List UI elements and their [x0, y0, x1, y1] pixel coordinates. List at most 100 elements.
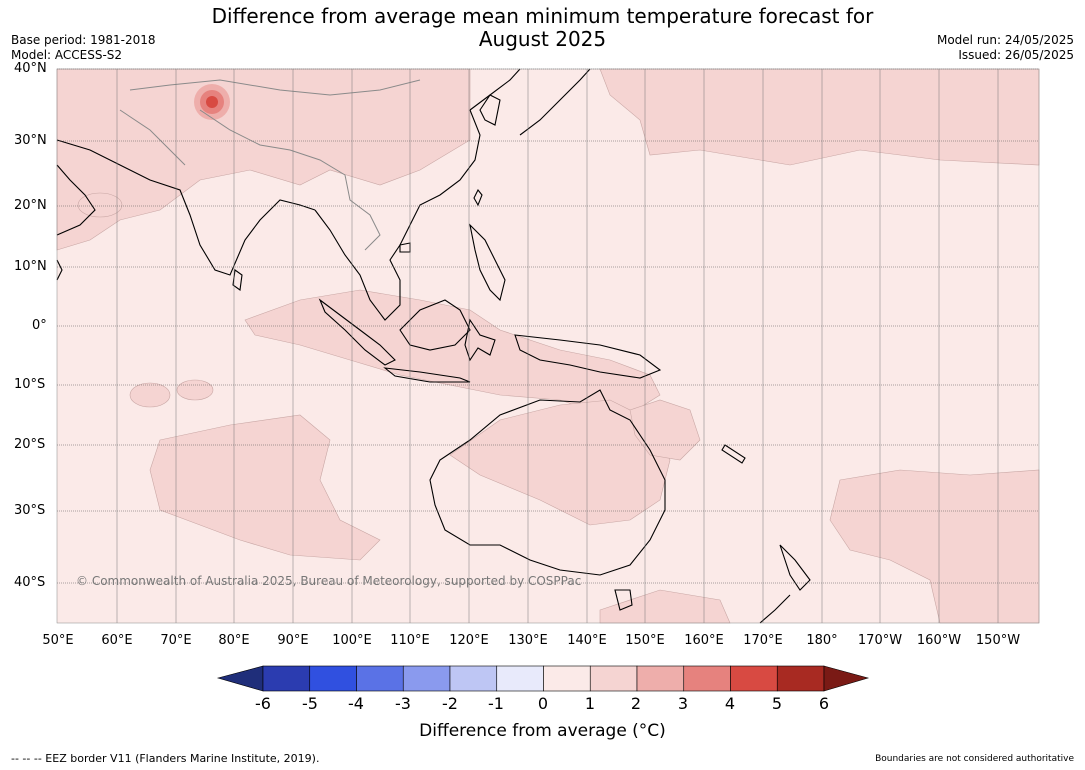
colorbar-swatch — [449, 665, 498, 692]
anomaly-region-central-asia — [56, 68, 471, 251]
colorbar-min-extension — [216, 665, 264, 692]
colorbar-swatch — [496, 665, 544, 692]
anomaly-region-mid-indian — [176, 379, 214, 401]
anomaly-region-eastern-indian-ocean — [244, 289, 661, 421]
coast-philippines — [469, 223, 506, 302]
colorbar-tick: -3 — [395, 694, 411, 713]
colorbar-tick: -5 — [302, 694, 318, 713]
lat-label-eq: 0° — [32, 318, 47, 333]
colorbar-label: Difference from average (°C) — [419, 721, 666, 741]
coast-korea — [479, 94, 501, 126]
coast-japan — [519, 68, 591, 136]
coast-sulawesi — [464, 318, 496, 362]
anomaly-region-indian-ocean-south — [149, 414, 381, 561]
lon-label-80e: 80°E — [218, 633, 250, 648]
coast-borneo — [399, 299, 471, 351]
colorbar-tick: 6 — [818, 694, 830, 713]
lon-label-160e: 160°E — [684, 633, 724, 648]
lon-label-120e: 120°E — [449, 633, 489, 648]
lon-label-110e: 110°E — [390, 633, 430, 648]
border-china-north — [129, 79, 421, 96]
colorbar-tick: 4 — [724, 694, 736, 713]
colorbar — [216, 665, 870, 692]
lat-label-40s: 40°S — [14, 575, 46, 590]
coast-new-zealand-south — [759, 594, 791, 624]
colorbar-max-extension — [823, 665, 870, 692]
lon-label-170e: 170°E — [743, 633, 783, 648]
anomaly-region-madagascar — [77, 192, 123, 218]
lon-label-100e: 100°E — [332, 633, 372, 648]
coast-australia — [429, 389, 666, 576]
coast-tasmania — [614, 589, 633, 611]
issued-date: Issued: 26/05/2025 — [958, 48, 1074, 62]
lat-label-10n: 10°N — [14, 259, 47, 274]
model-name: Model: ACCESS-S2 — [11, 48, 123, 62]
lon-label-60e: 60°E — [101, 633, 133, 648]
eez-legend: -- -- -- EEZ border V11 (Flanders Marine… — [11, 752, 320, 765]
colorbar-tick: 2 — [630, 694, 642, 713]
lon-label-180: 180° — [806, 633, 838, 648]
colorbar-swatch — [356, 665, 404, 692]
map-frame — [56, 68, 1040, 624]
lon-label-150e: 150°E — [625, 633, 665, 648]
coast-new-zealand-north — [779, 544, 811, 591]
lon-label-130e: 130°E — [508, 633, 548, 648]
colorbar-tick: 3 — [677, 694, 689, 713]
anomaly-region-tasman — [599, 589, 731, 624]
colorbar-tick: -2 — [442, 694, 458, 713]
coast-arabia — [56, 164, 96, 236]
coast-new-guinea — [514, 334, 662, 379]
colorbar-swatch — [262, 665, 311, 692]
border-china-india — [199, 109, 346, 176]
colorbar-tick: 0 — [537, 694, 549, 713]
coast-china-east — [469, 68, 521, 111]
boundary-note: Boundaries are not considered authoritat… — [875, 754, 1074, 764]
lat-label-20n: 20°N — [14, 198, 47, 213]
colorbar-swatch — [543, 665, 591, 692]
map-title-line2: August 2025 — [478, 27, 607, 51]
coast-se-asia — [314, 109, 481, 321]
colorbar-swatch — [776, 665, 825, 692]
anomaly-region-north-pacific — [599, 68, 1040, 166]
base-period: Base period: 1981-2018 — [11, 33, 156, 47]
coast-somalia — [56, 259, 63, 281]
colorbar-swatch — [589, 665, 638, 692]
coast-sri-lanka — [232, 269, 243, 291]
lon-label-170w: 170°W — [857, 633, 903, 648]
colorbar-swatch — [730, 665, 778, 692]
coast-india — [56, 139, 316, 276]
coastlines — [56, 68, 811, 624]
colorbar-swatch — [683, 665, 731, 692]
colorbar-tick: -4 — [348, 694, 364, 713]
lon-label-150w: 150°W — [975, 633, 1021, 648]
border-indochina — [344, 174, 381, 251]
colorbar-tick: 1 — [584, 694, 596, 713]
anomaly-hotspot — [194, 84, 230, 120]
lat-label-20s: 20°S — [14, 437, 46, 452]
coast-java — [383, 367, 471, 383]
lon-label-70e: 70°E — [160, 633, 192, 648]
border-iran-pakistan — [119, 109, 186, 166]
copyright-notice: © Commonwealth of Australia 2025, Bureau… — [76, 574, 582, 588]
colorbar-tick: -1 — [488, 694, 504, 713]
coast-sumatra — [318, 298, 396, 366]
lat-label-40n: 40°N — [14, 61, 47, 76]
country-borders — [119, 79, 421, 251]
coast-new-caledonia — [721, 444, 746, 464]
model-run: Model run: 24/05/2025 — [936, 33, 1074, 47]
coast-taiwan — [473, 188, 483, 207]
colorbar-swatch — [402, 665, 451, 692]
colorbar-tick: -6 — [255, 694, 271, 713]
anomaly-region-west-indian — [129, 382, 171, 408]
lat-label-10s: 10°S — [14, 377, 46, 392]
lon-label-140e: 140°E — [567, 633, 607, 648]
map-title-line1: Difference from average mean minimum tem… — [211, 4, 874, 28]
meridian-lines — [116, 69, 999, 623]
colorbar-tick: 5 — [771, 694, 783, 713]
lon-label-50e: 50°E — [42, 633, 74, 648]
colorbar-swatch — [309, 665, 357, 692]
colorbar-swatch — [636, 665, 685, 692]
lon-label-160w: 160°W — [916, 633, 962, 648]
lon-label-90e: 90°E — [277, 633, 309, 648]
